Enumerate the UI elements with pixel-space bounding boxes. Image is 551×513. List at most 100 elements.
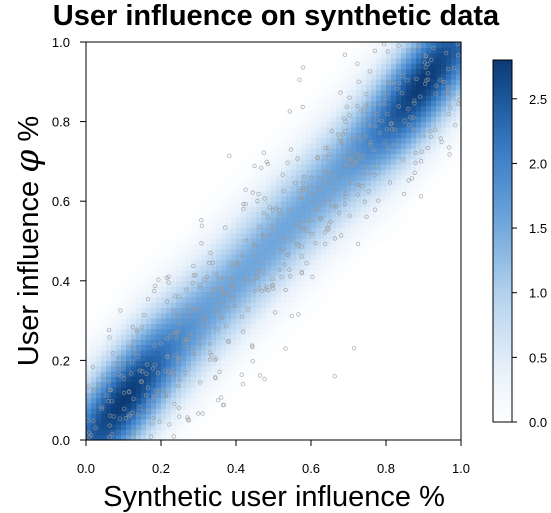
density-cell xyxy=(426,190,432,197)
scatter-point xyxy=(419,149,424,154)
density-cell xyxy=(226,381,232,388)
scatter-point xyxy=(360,153,366,158)
density-cell xyxy=(186,254,192,261)
density-cell xyxy=(151,302,157,308)
density-cell xyxy=(121,291,127,298)
density-cell xyxy=(396,63,402,70)
density-cell xyxy=(331,132,337,139)
density-cell xyxy=(321,217,327,224)
scatter-point xyxy=(268,232,273,238)
density-cell xyxy=(371,211,377,218)
scatter-point xyxy=(198,334,204,339)
density-cell xyxy=(351,95,357,101)
density-cell xyxy=(286,286,292,293)
density-cell xyxy=(321,264,327,271)
density-cell xyxy=(96,365,102,372)
density-cell xyxy=(346,254,352,261)
density-cell xyxy=(306,110,312,117)
density-cell xyxy=(241,296,247,303)
density-cell xyxy=(221,381,227,388)
scatter-point xyxy=(372,207,378,212)
scatter-point xyxy=(287,109,292,114)
density-cell xyxy=(426,105,432,112)
density-cell xyxy=(286,248,292,255)
scatter-point xyxy=(369,139,374,145)
density-cell xyxy=(191,360,197,367)
density-cell xyxy=(146,418,152,425)
density-cell xyxy=(406,105,412,112)
scatter-point xyxy=(123,416,129,421)
density-cell xyxy=(326,126,332,133)
density-cell xyxy=(281,270,287,277)
density-cell xyxy=(91,402,97,409)
density-cell xyxy=(436,121,442,128)
density-cell xyxy=(261,317,267,324)
density-cell xyxy=(276,206,282,213)
scatter-point xyxy=(371,147,376,152)
density-cell xyxy=(146,424,152,430)
density-cell xyxy=(311,89,317,96)
density-cell xyxy=(126,286,132,293)
density-cell xyxy=(136,392,142,399)
density-cell xyxy=(156,291,162,298)
density-cell xyxy=(396,174,402,181)
density-cell xyxy=(421,126,427,133)
density-cell xyxy=(161,381,167,388)
scatter-point xyxy=(176,405,181,411)
scatter-point xyxy=(453,122,458,128)
scatter-point xyxy=(416,44,421,49)
density-cell xyxy=(336,132,342,139)
density-cell xyxy=(441,52,447,59)
scatter-point xyxy=(363,134,369,139)
density-cell xyxy=(271,312,277,319)
density-cell xyxy=(226,371,232,377)
scatter-point xyxy=(333,188,338,193)
density-cell xyxy=(296,126,302,133)
scatter-point xyxy=(383,140,388,145)
density-cell xyxy=(311,296,317,303)
density-cell xyxy=(336,206,342,213)
density-cell xyxy=(346,206,352,213)
density-cell xyxy=(286,280,292,287)
density-cell xyxy=(256,296,262,303)
x-tick-label: 0.2 xyxy=(152,461,170,476)
density-cell xyxy=(176,248,182,255)
density-cell xyxy=(151,275,157,282)
density-cell xyxy=(306,254,312,261)
density-cell xyxy=(241,349,247,356)
density-cell xyxy=(156,434,162,441)
density-cell xyxy=(341,179,347,186)
scatter-point xyxy=(137,368,142,373)
density-cell xyxy=(201,248,207,255)
density-cell xyxy=(421,73,427,80)
density-cell xyxy=(171,291,177,298)
density-cell xyxy=(226,344,232,351)
density-cell xyxy=(411,63,417,70)
density-cell xyxy=(416,164,422,170)
density-cell xyxy=(171,312,177,319)
density-cell xyxy=(341,142,347,149)
density-cell xyxy=(191,371,197,377)
scatter-point xyxy=(155,370,161,376)
density-cell xyxy=(326,238,332,245)
density-cell xyxy=(441,153,447,160)
density-cell xyxy=(326,185,332,192)
density-cell xyxy=(116,413,122,420)
density-cell xyxy=(411,148,417,155)
density-cell xyxy=(286,227,292,234)
density-cell xyxy=(291,116,297,123)
density-cell xyxy=(326,68,332,75)
density-cell xyxy=(341,206,347,213)
density-cell xyxy=(321,211,327,218)
density-cell xyxy=(211,408,217,415)
density-cell xyxy=(326,84,332,91)
density-cell xyxy=(406,116,412,123)
density-cell xyxy=(91,344,97,351)
density-cell xyxy=(201,408,207,415)
density-cell xyxy=(241,222,247,229)
density-cell xyxy=(231,381,237,388)
density-cell xyxy=(196,307,202,314)
scatter-point xyxy=(367,170,372,175)
density-cell xyxy=(236,365,242,372)
density-cell xyxy=(111,302,117,308)
